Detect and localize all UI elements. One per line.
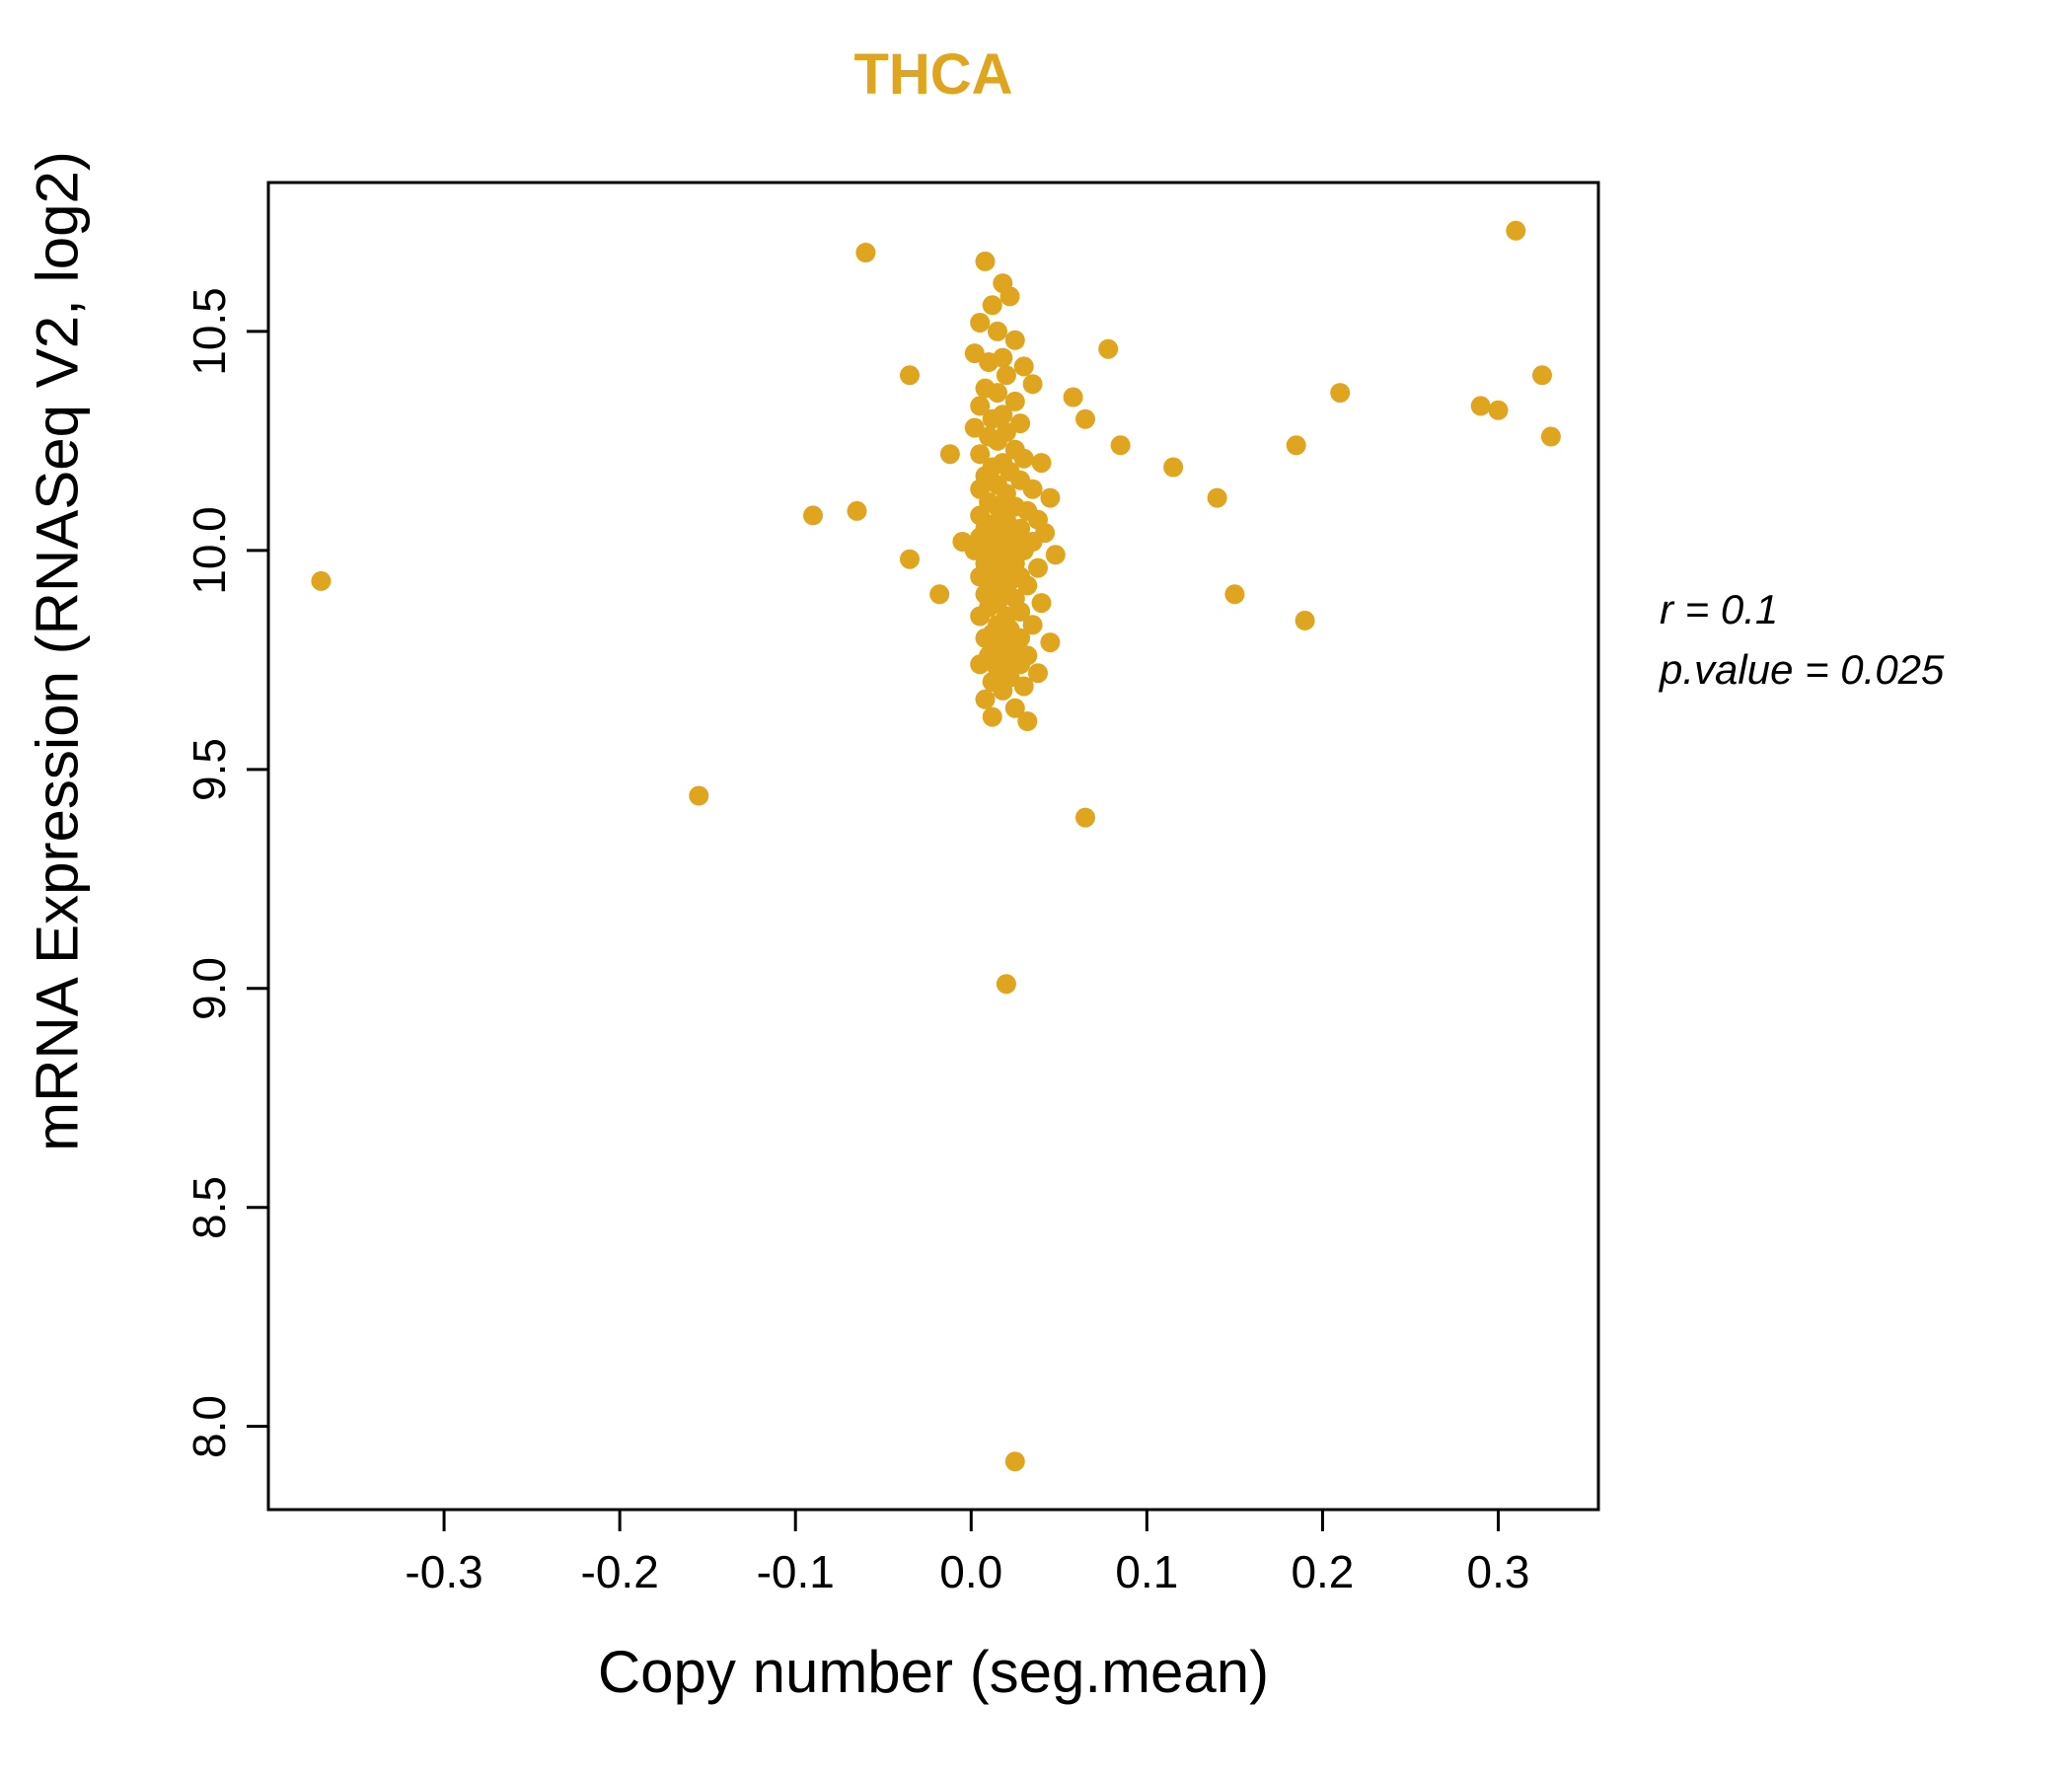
scatter-point bbox=[1470, 396, 1491, 416]
y-axis-tick-label: 8.0 bbox=[184, 1394, 235, 1458]
x-axis-tick-label: -0.2 bbox=[580, 1546, 659, 1597]
scatter-point bbox=[855, 243, 876, 262]
scatter-point bbox=[1010, 654, 1031, 675]
scatter-point bbox=[970, 654, 991, 675]
scatter-point bbox=[1031, 593, 1052, 614]
scatter-point bbox=[975, 251, 996, 271]
scatter-point bbox=[1028, 663, 1048, 684]
scatter-point bbox=[996, 974, 1016, 995]
plot-border bbox=[266, 181, 1600, 1512]
y-axis-title: mRNA Expression (RNASeq V2, log2) bbox=[24, 151, 91, 1151]
scatter-point bbox=[1017, 711, 1038, 731]
scatter-point bbox=[1004, 391, 1025, 411]
scatter-point bbox=[1013, 356, 1034, 377]
y-axis-tick-label: 9.5 bbox=[184, 737, 235, 801]
scatter-point bbox=[1506, 220, 1526, 241]
y-axis-tick-label: 10.5 bbox=[184, 287, 235, 376]
scatter-point bbox=[1022, 374, 1043, 395]
scatter-point bbox=[803, 505, 823, 526]
scatter-point bbox=[1017, 575, 1038, 596]
x-axis-tick-label: 0.0 bbox=[939, 1546, 1003, 1597]
scatter-point bbox=[1063, 387, 1083, 407]
scatter-point bbox=[1045, 545, 1066, 565]
scatter-point bbox=[1330, 383, 1351, 404]
x-axis-tick-label: 0.3 bbox=[1466, 1546, 1530, 1597]
scatter-point bbox=[1004, 698, 1025, 718]
scatter-point bbox=[689, 785, 709, 806]
p-value-text: p.value = 0.025 bbox=[1660, 645, 1945, 693]
scatter-point bbox=[993, 680, 1013, 701]
scatter-point bbox=[1022, 615, 1043, 635]
scatter-point bbox=[964, 417, 985, 438]
scatter-point bbox=[847, 500, 867, 521]
scatter-point bbox=[996, 365, 1016, 386]
scatter-point bbox=[982, 408, 1002, 429]
x-axis-title: Copy number (seg.mean) bbox=[597, 1639, 1270, 1705]
scatter-point bbox=[988, 321, 1007, 341]
scatter-point bbox=[999, 286, 1020, 307]
scatter-point bbox=[1004, 330, 1025, 350]
scatter-point bbox=[1098, 338, 1119, 359]
axis-ticks bbox=[247, 330, 1500, 1531]
scatter-point bbox=[1295, 610, 1315, 630]
scatter-point bbox=[1040, 632, 1061, 653]
x-axis-tick-label: -0.3 bbox=[405, 1546, 483, 1597]
scatter-point bbox=[970, 444, 991, 465]
scatter-point bbox=[1031, 453, 1052, 474]
scatter-point bbox=[1110, 435, 1131, 456]
scatter-point bbox=[1224, 584, 1245, 605]
scatter-point bbox=[900, 549, 920, 569]
data-points-layer bbox=[311, 220, 1561, 1472]
y-axis-tick-label: 10.0 bbox=[184, 506, 235, 595]
scatter-point bbox=[982, 706, 1002, 727]
scatter-point bbox=[1004, 1451, 1025, 1472]
scatter-point bbox=[1532, 365, 1552, 386]
x-axis-tick-label: 0.2 bbox=[1291, 1546, 1355, 1597]
chart-title: THCA bbox=[853, 42, 1013, 107]
scatter-point bbox=[982, 295, 1002, 316]
r-value-text: r = 0.1 bbox=[1660, 586, 1779, 632]
scatter-point bbox=[964, 540, 985, 560]
y-axis-tick-label: 9.0 bbox=[184, 956, 235, 1020]
correlation-annotation: r = 0.1 p.value = 0.025 bbox=[1660, 580, 1944, 701]
scatter-point bbox=[1022, 479, 1043, 499]
scatter-point bbox=[1040, 487, 1061, 508]
scatter-point bbox=[970, 606, 991, 627]
scatter-point bbox=[939, 444, 960, 465]
scatter-point bbox=[1075, 408, 1095, 429]
scatter-point bbox=[1207, 487, 1227, 508]
scatter-point bbox=[1163, 457, 1184, 478]
x-axis-tick-label: 0.1 bbox=[1115, 1546, 1179, 1597]
scatter-point bbox=[1286, 435, 1306, 456]
scatter-point bbox=[979, 352, 999, 372]
scatter-point bbox=[1540, 426, 1561, 447]
scatter-point bbox=[1488, 400, 1509, 420]
scatter-point bbox=[900, 365, 920, 386]
scatter-point bbox=[970, 396, 991, 416]
scatter-point bbox=[1028, 557, 1048, 578]
scatter-point bbox=[975, 628, 996, 648]
scatter-point bbox=[964, 343, 985, 364]
scatter-point bbox=[1075, 807, 1095, 828]
y-axis-tick-label: 8.5 bbox=[184, 1175, 235, 1239]
scatter-point bbox=[970, 313, 991, 333]
scatter-point bbox=[1013, 448, 1034, 469]
x-axis-tick-label: -0.1 bbox=[756, 1546, 835, 1597]
scatter-point bbox=[988, 383, 1007, 404]
scatter-point bbox=[929, 584, 950, 605]
scatter-point bbox=[975, 689, 996, 709]
scatter-point bbox=[1013, 676, 1034, 697]
scatter-point bbox=[988, 430, 1007, 451]
scatter-point bbox=[311, 570, 332, 591]
